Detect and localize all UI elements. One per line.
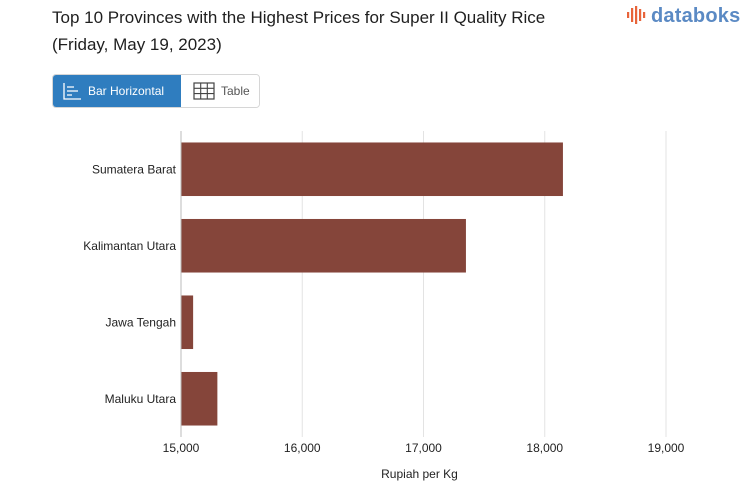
x-tick-label: 17,000 — [405, 441, 442, 455]
x-tick-label: 16,000 — [284, 441, 321, 455]
view-toggle: Bar Horizontal Table — [52, 74, 260, 108]
category-label: Jawa Tengah — [106, 315, 177, 329]
category-label: Sumatera Barat — [92, 162, 177, 176]
chart-title: Top 10 Provinces with the Highest Prices… — [52, 8, 546, 54]
x-axis-label: Rupiah per Kg — [381, 467, 458, 481]
bar-chart-icon — [62, 82, 82, 100]
table-button[interactable]: Table — [181, 75, 259, 107]
databoks-logo[interactable]: databoks — [626, 4, 740, 28]
bar — [181, 371, 218, 426]
category-label: Maluku Utara — [105, 392, 177, 406]
table-icon — [193, 82, 215, 100]
bar — [181, 218, 466, 273]
bar-horizontal-button[interactable]: Bar Horizontal — [53, 75, 181, 107]
logo-text: databoks — [651, 4, 741, 27]
table-label: Table — [221, 84, 250, 98]
bar — [181, 295, 194, 350]
x-tick-label: 15,000 — [163, 441, 200, 455]
x-tick-label: 19,000 — [648, 441, 685, 455]
bar — [181, 142, 563, 197]
category-label: Kalimantan Utara — [83, 239, 176, 253]
bar-horizontal-label: Bar Horizontal — [88, 84, 165, 98]
bars-logo-icon — [627, 6, 646, 24]
x-tick-label: 18,000 — [526, 441, 563, 455]
